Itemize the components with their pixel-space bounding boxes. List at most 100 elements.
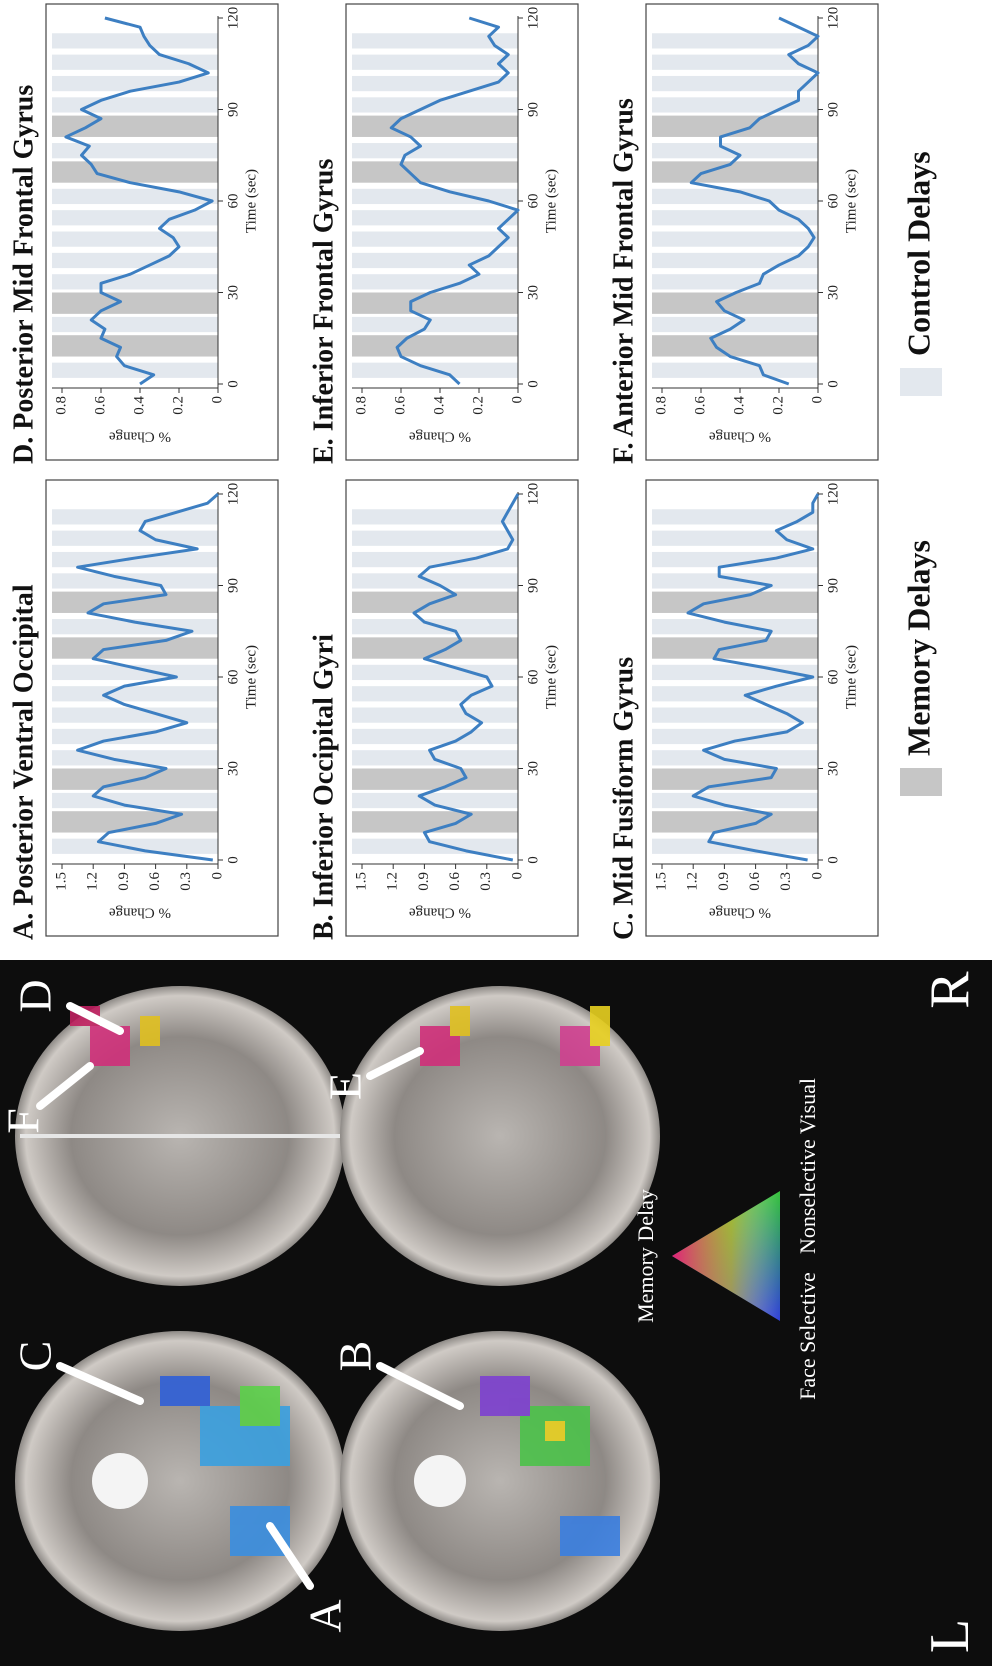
chart-title: F. Anterior Mid Frontal Gyrus [608, 98, 639, 464]
delay-band [52, 210, 218, 225]
delay-band [52, 253, 218, 268]
delay-band [652, 750, 818, 765]
y-tick-label: 0.6 [392, 396, 408, 415]
region-label: F [0, 1108, 49, 1134]
x-tick-label: 120 [525, 483, 541, 506]
x-tick-label: 120 [825, 483, 841, 506]
y-axis-label: % Change [109, 429, 171, 445]
chart-panel: D. Posterior Mid Frontal Gyrus00.20.40.6… [8, 4, 278, 464]
delay-band [52, 143, 218, 158]
y-axis-label: % Change [709, 429, 771, 445]
y-tick-label: 0.3 [478, 872, 494, 891]
region-label: C [10, 1341, 61, 1372]
y-axis-label: % Change [709, 905, 771, 921]
delay-band [52, 116, 218, 137]
delay-band [652, 531, 818, 546]
delay-band [352, 729, 518, 744]
x-tick-label: 60 [525, 670, 541, 685]
delay-band [352, 708, 518, 723]
x-tick-label: 120 [525, 7, 541, 30]
delay-band [652, 769, 818, 790]
delay-band [352, 573, 518, 588]
y-tick-label: 0.4 [731, 396, 747, 415]
side-label: L [919, 1619, 981, 1653]
delay-band [652, 573, 818, 588]
delay-band [652, 637, 818, 658]
y-tick-label: 0.2 [770, 396, 786, 415]
x-axis-label: Time (sec) [543, 169, 559, 233]
legend-label: Control Delays [900, 151, 936, 356]
delay-band [352, 769, 518, 790]
triangle-label: Face Selective [795, 1272, 820, 1400]
y-tick-label: 0.2 [470, 396, 486, 415]
legend-swatch [900, 368, 942, 396]
y-tick-label: 1.5 [53, 872, 69, 891]
delay-band [652, 686, 818, 701]
triangle-label: Memory Delay [633, 1189, 658, 1323]
delay-band [52, 811, 218, 832]
delay-band [352, 509, 518, 524]
y-tick-label: 0.6 [692, 396, 708, 415]
x-axis-label: Time (sec) [243, 169, 259, 233]
y-tick-label: 0 [809, 872, 825, 880]
y-tick-label: 1.2 [685, 872, 701, 891]
y-tick-label: 0.9 [416, 872, 432, 891]
delay-band [652, 76, 818, 91]
x-tick-label: 0 [825, 856, 841, 864]
x-tick-label: 120 [225, 7, 241, 30]
y-tick-label: 0.8 [653, 396, 669, 415]
x-tick-label: 90 [225, 102, 241, 117]
x-tick-label: 90 [225, 578, 241, 593]
delay-band [352, 97, 518, 112]
delay-band [652, 363, 818, 378]
x-tick-label: 30 [825, 285, 841, 300]
brain-detail [414, 1455, 466, 1507]
chart-panel: F. Anterior Mid Frontal Gyrus 0 0.2 0.4 0.6 0… [608, 4, 878, 464]
charts: A. Posterior Ventral Occipital 0 0.3 0.6 0.9… [8, 4, 942, 940]
delay-band [352, 161, 518, 182]
y-tick-label: 0 [509, 872, 525, 880]
delay-band [352, 686, 518, 701]
delay-band [652, 592, 818, 613]
delay-band [52, 592, 218, 613]
region-label: E [320, 1072, 371, 1100]
brain-slice [340, 986, 660, 1286]
x-tick-label: 60 [825, 670, 841, 685]
x-tick-label: 120 [825, 7, 841, 30]
delay-band [352, 839, 518, 854]
y-axis-label: % Change [409, 905, 471, 921]
delay-band [52, 317, 218, 332]
delay-band [352, 210, 518, 225]
y-tick-label: 1.5 [353, 872, 369, 891]
x-tick-label: 120 [225, 483, 241, 506]
delay-band [52, 637, 218, 658]
y-tick-label: 0.9 [116, 872, 132, 891]
delay-band [52, 97, 218, 112]
y-tick-label: 1.2 [385, 872, 401, 891]
y-tick-label: 0 [809, 396, 825, 404]
y-axis-label: % Change [409, 429, 471, 445]
delay-band [652, 708, 818, 723]
y-tick-label: 0.9 [716, 872, 732, 891]
y-tick-label: 0.3 [778, 872, 794, 891]
x-axis-label: Time (sec) [843, 645, 859, 709]
delay-band [352, 293, 518, 314]
x-tick-label: 90 [825, 578, 841, 593]
y-tick-label: 0.8 [353, 396, 369, 415]
delay-band [52, 274, 218, 289]
delay-band [352, 531, 518, 546]
x-tick-label: 0 [525, 380, 541, 388]
delay-band [52, 232, 218, 247]
brain-detail [92, 1453, 148, 1509]
y-tick-label: 0 [209, 396, 225, 404]
delay-band [52, 509, 218, 524]
chart-title: A. Posterior Ventral Occipital [8, 584, 39, 940]
delay-band [352, 253, 518, 268]
chart-panel: C. Mid Fusiform Gyrus00.30.60.91.21.5030… [608, 480, 878, 940]
y-tick-label: 0 [509, 396, 525, 404]
y-axis-label: % Change [109, 905, 171, 921]
delay-band [652, 33, 818, 48]
delay-band [652, 161, 818, 182]
